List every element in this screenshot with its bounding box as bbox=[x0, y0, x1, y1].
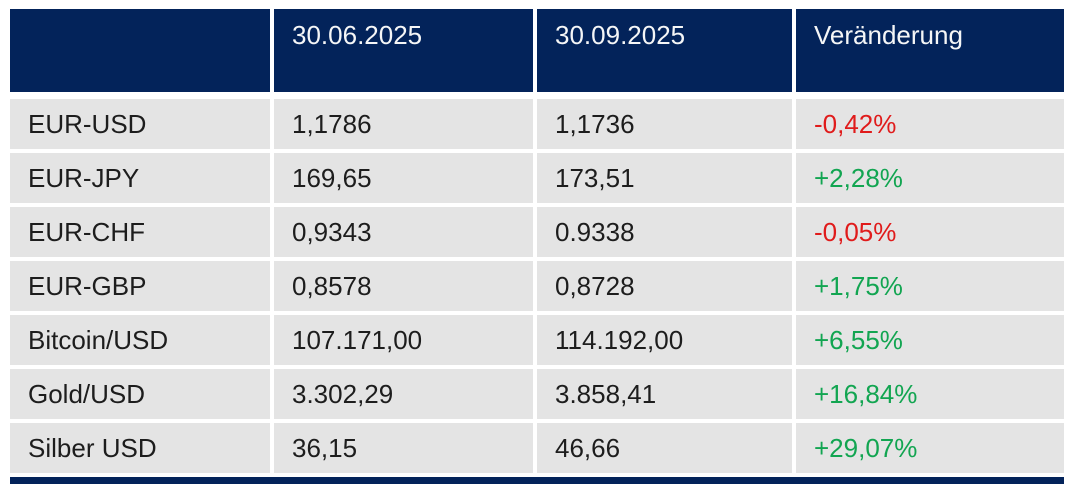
table-row: Bitcoin/USD 107.171,00 114.192,00 +6,55% bbox=[10, 315, 1064, 365]
value-date-2: 46,66 bbox=[537, 423, 792, 473]
value-date-2: 3.858,41 bbox=[537, 369, 792, 419]
exchange-rates-table: 30.06.2025 30.09.2025 Veränderung EUR-US… bbox=[10, 9, 1064, 484]
header-cell-date-2: 30.09.2025 bbox=[537, 9, 792, 92]
change-value: +2,28% bbox=[796, 153, 1064, 203]
value-date-2: 1,1736 bbox=[537, 99, 792, 149]
header-cell-change: Veränderung bbox=[796, 9, 1064, 92]
table-bottom-rule bbox=[10, 477, 1064, 484]
instrument-label: Gold/USD bbox=[10, 369, 270, 419]
header-cell-instrument bbox=[10, 9, 270, 92]
value-date-1: 3.302,29 bbox=[274, 369, 533, 419]
header-cell-date-1: 30.06.2025 bbox=[274, 9, 533, 92]
instrument-label: EUR-USD bbox=[10, 99, 270, 149]
table-row: EUR-JPY 169,65 173,51 +2,28% bbox=[10, 153, 1064, 203]
table-row: EUR-USD 1,1786 1,1736 -0,42% bbox=[10, 99, 1064, 149]
table-row: EUR-CHF 0,9343 0.9338 -0,05% bbox=[10, 207, 1064, 257]
change-value: +29,07% bbox=[796, 423, 1064, 473]
instrument-label: EUR-CHF bbox=[10, 207, 270, 257]
table-row: Silber USD 36,15 46,66 +29,07% bbox=[10, 423, 1064, 473]
instrument-label: Silber USD bbox=[10, 423, 270, 473]
instrument-label: Bitcoin/USD bbox=[10, 315, 270, 365]
value-date-1: 107.171,00 bbox=[274, 315, 533, 365]
value-date-1: 1,1786 bbox=[274, 99, 533, 149]
value-date-1: 0,9343 bbox=[274, 207, 533, 257]
value-date-1: 169,65 bbox=[274, 153, 533, 203]
change-value: -0,05% bbox=[796, 207, 1064, 257]
table-header-row: 30.06.2025 30.09.2025 Veränderung bbox=[10, 9, 1064, 92]
table-row: Gold/USD 3.302,29 3.858,41 +16,84% bbox=[10, 369, 1064, 419]
value-date-1: 0,8578 bbox=[274, 261, 533, 311]
change-value: +16,84% bbox=[796, 369, 1064, 419]
value-date-1: 36,15 bbox=[274, 423, 533, 473]
instrument-label: EUR-JPY bbox=[10, 153, 270, 203]
instrument-label: EUR-GBP bbox=[10, 261, 270, 311]
value-date-2: 0.9338 bbox=[537, 207, 792, 257]
change-value: +1,75% bbox=[796, 261, 1064, 311]
table-row: EUR-GBP 0,8578 0,8728 +1,75% bbox=[10, 261, 1064, 311]
value-date-2: 114.192,00 bbox=[537, 315, 792, 365]
value-date-2: 0,8728 bbox=[537, 261, 792, 311]
value-date-2: 173,51 bbox=[537, 153, 792, 203]
change-value: +6,55% bbox=[796, 315, 1064, 365]
change-value: -0,42% bbox=[796, 99, 1064, 149]
